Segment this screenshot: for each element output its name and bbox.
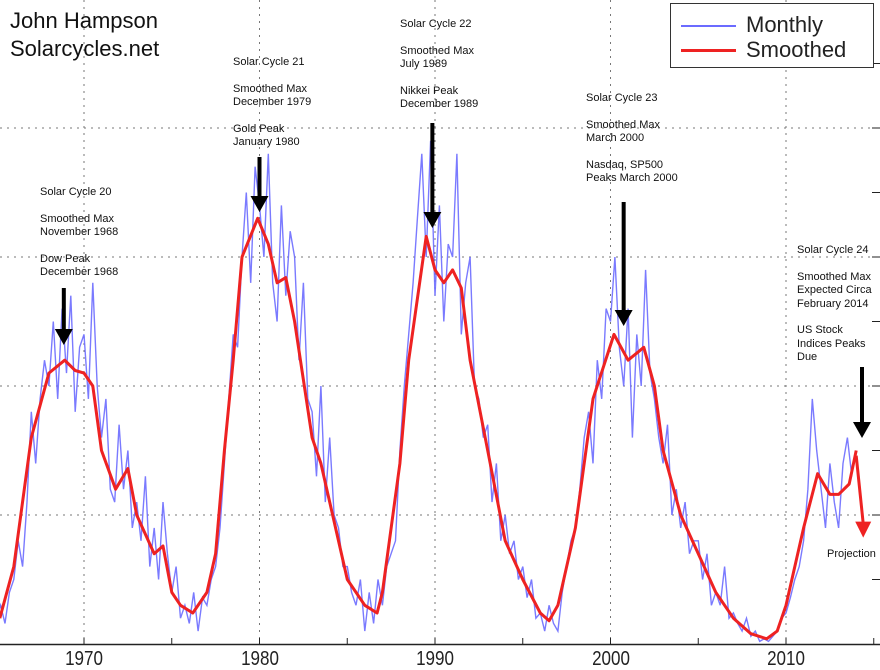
annotation-line: Solar Cycle 20 xyxy=(40,186,112,198)
annotation-line: Solar Cycle 24 xyxy=(797,244,869,256)
annotation-line xyxy=(400,32,478,45)
smoothed-series-line xyxy=(0,216,858,641)
credit-site: Solarcycles.net xyxy=(10,36,160,61)
annotation-line: Gold Peak xyxy=(233,122,285,135)
annotation-line: Peaks March 2000 xyxy=(586,172,678,184)
annotation-arrow-head xyxy=(54,329,73,345)
annotation-cycle: Solar Cycle 24 Smoothed Max Expected Circa… xyxy=(797,244,872,365)
projection-label: Projection xyxy=(827,548,876,560)
annotation-line xyxy=(586,146,678,159)
annotation-line: Smoothed Max xyxy=(40,212,114,225)
annotation-cycle: Solar Cycle 22 Smoothed Max July 1989 Nikke… xyxy=(400,18,478,112)
annotation-line: February 2014 xyxy=(797,297,869,310)
annotation-line: Due xyxy=(797,351,818,363)
annotation-line: December 1989 xyxy=(400,98,479,110)
legend: Monthly Smoothed xyxy=(670,3,874,68)
annotation-line xyxy=(400,72,478,85)
annotation-line: December 1968 xyxy=(40,266,119,278)
projection-arrow-shaft xyxy=(854,455,865,524)
annotation-line: Smoothed Max xyxy=(586,118,660,131)
annotation-line xyxy=(233,110,311,123)
x-tick-label: 1970 xyxy=(65,648,103,670)
annotation-line: Dow Peak xyxy=(40,252,91,265)
annotation-line: Smoothed Max xyxy=(797,270,871,283)
annotation-line: Expected Circa xyxy=(797,284,872,296)
annotation-line: Smoothed Max xyxy=(233,82,307,95)
annotation-line: Smoothed Max xyxy=(400,44,474,57)
annotation-line xyxy=(797,258,872,271)
annotation-line: Solar Cycle 21 xyxy=(233,56,305,68)
annotation-line xyxy=(586,106,678,119)
annotation-line: November 1968 xyxy=(40,226,119,238)
annotation-line: Solar Cycle 22 xyxy=(400,18,472,30)
x-tick-label: 2010 xyxy=(767,648,805,670)
annotation-line: December 1979 xyxy=(233,96,312,108)
annotation-line: January 1980 xyxy=(233,136,300,148)
annotation-arrow-head xyxy=(423,212,442,228)
x-tick-label: 1980 xyxy=(240,648,279,670)
legend-monthly-swatch xyxy=(681,25,736,27)
annotation-line xyxy=(797,311,872,324)
annotation-cycle: Solar Cycle 23 Smoothed Max March 2000 Nasd… xyxy=(586,92,678,186)
annotation-arrow-head xyxy=(614,310,633,326)
annotation-arrow-head xyxy=(250,196,269,212)
projection-arrow-head xyxy=(855,521,872,538)
annotation-line: Nikkei Peak xyxy=(400,84,459,97)
annotation-cycle: Solar Cycle 21 Smoothed Max December 1979 G… xyxy=(233,56,311,150)
annotation-line: Solar Cycle 23 xyxy=(586,92,658,104)
annotation-line: March 2000 xyxy=(586,132,645,144)
annotation-cycle: Solar Cycle 20 Smoothed Max November 1968 D… xyxy=(40,186,118,280)
legend-smoothed-swatch xyxy=(681,49,736,52)
credit-author: John Hampson xyxy=(10,8,158,33)
annotation-line: Indices Peaks xyxy=(797,337,866,350)
x-tick-label: 1990 xyxy=(416,648,454,670)
annotation-line xyxy=(233,70,311,83)
annotation-line xyxy=(40,200,118,213)
x-tick-label: 2000 xyxy=(591,648,630,670)
annotation-line: July 1989 xyxy=(400,58,448,70)
annotation-arrow-head xyxy=(853,422,871,438)
legend-smoothed-label: Smoothed xyxy=(746,37,847,62)
legend-monthly-label: Monthly xyxy=(746,12,824,37)
annotation-line: US Stock xyxy=(797,324,843,336)
annotation-line xyxy=(40,240,118,253)
annotation-line: Nasdaq, SP500 xyxy=(586,158,664,171)
